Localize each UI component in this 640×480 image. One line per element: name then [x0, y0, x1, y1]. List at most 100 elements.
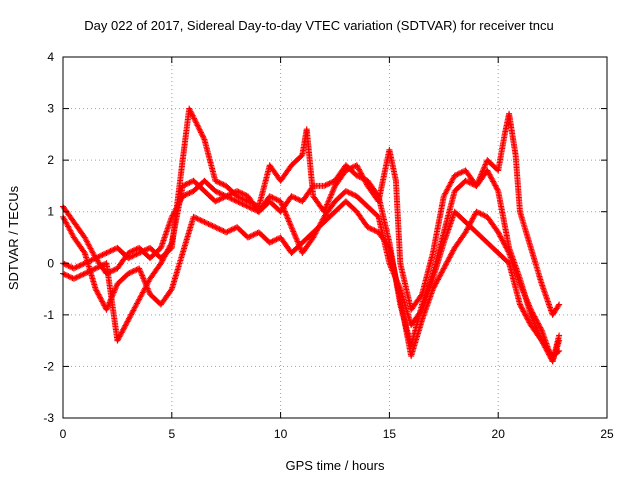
data-point-marker	[188, 109, 195, 116]
data-point-marker	[197, 129, 204, 136]
data-point-marker	[196, 216, 202, 223]
data-point-marker	[244, 234, 251, 241]
data-point-marker	[236, 189, 243, 196]
data-point-marker	[364, 224, 371, 231]
data-point-marker	[136, 249, 143, 256]
data-point-marker	[104, 249, 111, 256]
data-point-marker	[137, 269, 144, 276]
data-point-marker	[393, 277, 400, 284]
data-point-marker	[145, 288, 152, 295]
data-point-marker	[327, 192, 334, 199]
data-point-marker	[344, 188, 351, 195]
data-point-marker	[392, 274, 399, 281]
data-point-marker	[481, 164, 488, 171]
data-point-marker	[272, 237, 279, 244]
data-point-marker	[522, 293, 529, 300]
data-point-marker	[244, 203, 251, 210]
data-point-marker	[136, 265, 143, 272]
data-point-marker	[330, 187, 337, 194]
data-point-marker	[293, 235, 300, 242]
data-point-marker	[193, 215, 200, 222]
data-point-marker	[100, 251, 107, 258]
data-point-marker	[92, 265, 99, 272]
data-point-marker	[227, 191, 234, 198]
data-point-marker	[209, 222, 216, 229]
data-point-marker	[102, 250, 109, 257]
data-point-marker	[231, 197, 238, 204]
data-point-marker	[286, 218, 293, 225]
data-point-marker	[348, 190, 355, 197]
data-point-marker	[220, 181, 227, 188]
data-point-marker	[212, 177, 219, 184]
data-point-marker	[215, 189, 222, 196]
data-point-marker	[128, 253, 134, 260]
data-point-marker	[212, 198, 219, 205]
data-point-marker	[95, 253, 102, 260]
data-point-marker	[243, 197, 250, 204]
data-point-marker	[555, 302, 562, 309]
data-point-marker	[70, 275, 77, 282]
data-point-marker	[524, 298, 531, 305]
data-point-marker	[210, 223, 217, 230]
data-point-marker	[195, 125, 202, 132]
data-point-marker	[288, 224, 295, 231]
data-point-marker	[527, 305, 534, 312]
data-point-marker	[189, 112, 196, 119]
data-point-marker	[280, 205, 287, 212]
data-point-marker	[283, 211, 290, 218]
data-point-marker	[108, 247, 115, 254]
data-point-marker	[138, 248, 145, 255]
data-point-marker	[64, 272, 71, 279]
data-point-marker	[295, 196, 302, 203]
data-point-marker	[246, 233, 253, 240]
data-point-marker	[494, 186, 501, 193]
data-point-marker	[287, 221, 294, 228]
data-point-marker	[198, 130, 205, 137]
data-point-marker	[94, 254, 100, 261]
data-point-marker	[273, 236, 280, 243]
data-point-marker	[200, 135, 207, 142]
data-point-marker	[480, 167, 487, 174]
data-point-marker	[200, 218, 207, 225]
data-point-marker	[477, 172, 484, 179]
data-point-marker	[520, 289, 527, 296]
data-point-marker	[202, 219, 209, 226]
data-point-marker	[390, 268, 397, 275]
data-point-marker	[394, 278, 401, 285]
data-point-marker	[463, 178, 470, 185]
data-point-marker	[280, 204, 287, 211]
data-point-marker	[98, 262, 105, 269]
data-point-marker	[249, 232, 256, 239]
data-point-marker	[474, 209, 481, 216]
data-point-marker	[197, 128, 204, 135]
data-point-marker	[113, 283, 120, 290]
data-point-marker	[232, 197, 239, 204]
data-point-marker	[521, 290, 528, 297]
data-point-marker	[81, 260, 88, 267]
y-tick-label: -2	[43, 359, 54, 373]
data-point-marker	[230, 226, 236, 233]
data-point-marker	[106, 248, 113, 255]
data-point-marker	[221, 193, 228, 200]
data-point-marker	[328, 191, 335, 198]
data-point-marker	[137, 249, 144, 256]
data-point-marker	[129, 253, 136, 260]
data-point-marker	[187, 108, 194, 115]
data-point-marker	[266, 239, 273, 246]
data-point-marker	[395, 281, 402, 288]
data-point-marker	[238, 200, 245, 207]
data-point-marker	[186, 190, 193, 197]
data-point-marker	[224, 228, 231, 235]
data-point-marker	[136, 266, 143, 273]
data-point-marker	[396, 283, 403, 290]
data-point-marker	[65, 262, 72, 269]
data-point-marker	[349, 164, 356, 171]
data-point-marker	[249, 205, 256, 212]
data-point-marker	[83, 269, 90, 276]
data-point-marker	[289, 227, 296, 234]
data-point-marker	[473, 182, 480, 189]
data-point-marker	[185, 190, 192, 197]
data-point-marker	[368, 226, 375, 233]
data-point-marker	[87, 257, 94, 264]
data-point-marker	[79, 261, 86, 268]
